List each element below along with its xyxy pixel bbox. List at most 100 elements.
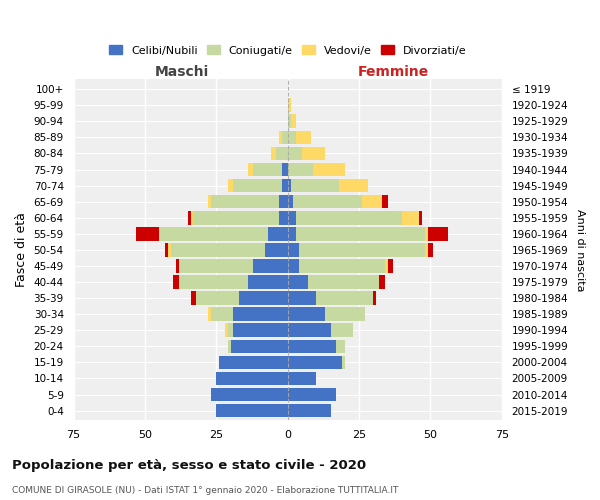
- Bar: [268, 227, 287, 240]
- Bar: [239, 292, 287, 305]
- Bar: [293, 195, 362, 208]
- Bar: [287, 243, 299, 256]
- Bar: [179, 259, 253, 273]
- Bar: [165, 243, 168, 256]
- Bar: [287, 372, 316, 386]
- Bar: [279, 195, 287, 208]
- Bar: [279, 211, 287, 224]
- Bar: [382, 195, 388, 208]
- Bar: [331, 324, 353, 337]
- Bar: [168, 243, 170, 256]
- Bar: [428, 243, 433, 256]
- Bar: [233, 308, 287, 321]
- Bar: [276, 146, 287, 160]
- Bar: [228, 340, 230, 353]
- Bar: [279, 130, 282, 144]
- Y-axis label: Anni di nascita: Anni di nascita: [575, 208, 585, 291]
- Bar: [208, 195, 211, 208]
- Bar: [362, 195, 382, 208]
- Bar: [228, 179, 233, 192]
- Bar: [287, 259, 299, 273]
- Bar: [217, 404, 287, 417]
- Bar: [299, 243, 425, 256]
- Bar: [287, 292, 316, 305]
- Bar: [208, 308, 211, 321]
- Bar: [228, 324, 233, 337]
- Bar: [385, 259, 388, 273]
- Bar: [196, 292, 239, 305]
- Bar: [290, 114, 296, 128]
- Bar: [287, 179, 290, 192]
- Bar: [253, 259, 287, 273]
- Bar: [325, 308, 365, 321]
- Text: Popolazione per età, sesso e stato civile - 2020: Popolazione per età, sesso e stato civil…: [12, 460, 366, 472]
- Bar: [425, 227, 428, 240]
- Bar: [248, 162, 253, 176]
- Bar: [211, 388, 287, 402]
- Bar: [287, 114, 290, 128]
- Bar: [230, 340, 287, 353]
- Bar: [299, 259, 385, 273]
- Bar: [287, 340, 336, 353]
- Bar: [173, 275, 179, 289]
- Bar: [159, 227, 268, 240]
- Bar: [287, 98, 290, 112]
- Legend: Celibi/Nubili, Coniugati/e, Vedovi/e, Divorziati/e: Celibi/Nubili, Coniugati/e, Vedovi/e, Di…: [104, 40, 471, 60]
- Bar: [428, 227, 448, 240]
- Bar: [287, 388, 336, 402]
- Y-axis label: Fasce di età: Fasce di età: [15, 212, 28, 288]
- Bar: [373, 292, 376, 305]
- Bar: [282, 162, 287, 176]
- Bar: [265, 243, 287, 256]
- Bar: [191, 292, 196, 305]
- Bar: [379, 275, 385, 289]
- Bar: [191, 211, 193, 224]
- Bar: [287, 308, 325, 321]
- Bar: [425, 243, 428, 256]
- Bar: [233, 324, 287, 337]
- Bar: [253, 162, 282, 176]
- Bar: [233, 179, 282, 192]
- Bar: [336, 340, 345, 353]
- Bar: [176, 259, 179, 273]
- Bar: [287, 162, 313, 176]
- Bar: [271, 146, 276, 160]
- Bar: [287, 195, 293, 208]
- Bar: [313, 162, 345, 176]
- Bar: [248, 275, 287, 289]
- Bar: [219, 356, 287, 369]
- Bar: [225, 324, 228, 337]
- Bar: [193, 211, 279, 224]
- Bar: [296, 227, 425, 240]
- Bar: [290, 179, 339, 192]
- Bar: [402, 211, 419, 224]
- Bar: [211, 308, 233, 321]
- Bar: [287, 211, 296, 224]
- Bar: [179, 275, 248, 289]
- Bar: [282, 130, 287, 144]
- Bar: [287, 146, 302, 160]
- Bar: [287, 130, 296, 144]
- Text: COMUNE DI GIRASOLE (NU) - Dati ISTAT 1° gennaio 2020 - Elaborazione TUTTITALIA.I: COMUNE DI GIRASOLE (NU) - Dati ISTAT 1° …: [12, 486, 398, 495]
- Bar: [287, 227, 296, 240]
- Bar: [302, 146, 325, 160]
- Bar: [217, 372, 287, 386]
- Bar: [282, 179, 287, 192]
- Bar: [339, 179, 368, 192]
- Bar: [287, 275, 308, 289]
- Bar: [388, 259, 394, 273]
- Bar: [316, 292, 373, 305]
- Bar: [342, 356, 345, 369]
- Bar: [296, 130, 311, 144]
- Text: Femmine: Femmine: [358, 66, 429, 80]
- Text: Maschi: Maschi: [155, 66, 209, 80]
- Bar: [188, 211, 191, 224]
- Bar: [136, 227, 159, 240]
- Bar: [419, 211, 422, 224]
- Bar: [287, 356, 342, 369]
- Bar: [211, 195, 279, 208]
- Bar: [296, 211, 402, 224]
- Bar: [287, 404, 331, 417]
- Bar: [287, 324, 331, 337]
- Bar: [170, 243, 265, 256]
